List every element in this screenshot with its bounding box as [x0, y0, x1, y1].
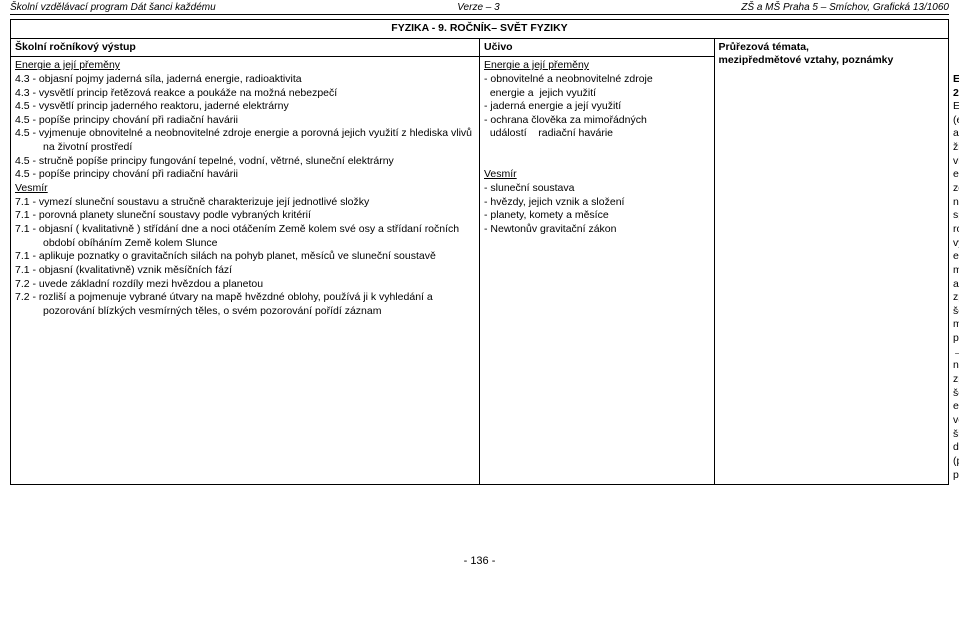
topic-section-energy: Energie a její přeměny: [484, 59, 589, 71]
col-header-cross: Průřezová témata, mezipředmětové vztahy,…: [714, 38, 949, 485]
outcome-line: 4.5 - stručně popíše principy fungování …: [15, 155, 475, 169]
topic-line: - planety, komety a měsíce: [484, 209, 609, 221]
outcome-line: 7.1 - aplikuje poznatky o gravitačních s…: [15, 250, 475, 264]
topic-line: - hvězdy, jejich vznik a složení: [484, 196, 624, 208]
outcome-line: 4.5 - popíše principy chování při radiač…: [15, 168, 475, 182]
topic-line: - sluneční soustava: [484, 182, 574, 194]
topic-line: - obnovitelné a neobnovitelné zdroje: [484, 73, 653, 85]
outcome-line: 4.5 - vysvětlí princip jaderného reaktor…: [15, 100, 475, 114]
topic-section-vesmir: Vesmír: [484, 168, 517, 180]
arrow-icon: →: [953, 346, 959, 358]
col3-line1: Průřezová témata,: [719, 41, 809, 53]
topic-line: - ochrana člověka za mimořádných: [484, 114, 647, 126]
outcome-line: 7.1 - objasní ( kvalitativně ) střídání …: [15, 223, 475, 250]
col-header-output: Školní ročníkový výstup: [11, 38, 480, 57]
outcome-line: 7.2 - rozliší a pojmenuje vybrané útvary…: [15, 291, 475, 318]
outcome-line: 4.3 - vysvětlí princip řetězová reakce a…: [15, 87, 475, 101]
topic-line: energie a jejich využití: [484, 87, 596, 99]
outcome-line: 7.1 - objasní (kvalitativně) vznik měsíč…: [15, 264, 475, 278]
page-number: - 136 -: [10, 555, 949, 567]
outcomes-cell: Energie a její přeměny 4.3 - objasní poj…: [11, 57, 480, 485]
outcome-line: 4.5 - vyjmenuje obnovitelné a neobnovite…: [15, 127, 475, 154]
header-right: ZŠ a MŠ Praha 5 – Smíchov, Grafická 13/1…: [741, 2, 949, 13]
curriculum-table: FYZIKA - 9. ROČNÍK– SVĚT FYZIKY Školní r…: [10, 19, 949, 485]
outcome-line: 7.2 - uvede základní rozdíly mezi hvězdo…: [15, 278, 475, 292]
table-title: FYZIKA - 9. ROČNÍK– SVĚT FYZIKY: [11, 20, 949, 39]
ev2-after: navrhne způsoby šetření energie ve škole…: [953, 359, 959, 480]
topic-line: událostí radiační havárie: [484, 127, 613, 139]
outcome-line: 4.5 - popíše principy chování při radiač…: [15, 114, 475, 128]
col-header-topic: Učivo: [480, 38, 715, 57]
outcome-line: 4.3 - objasní pojmy jaderná síla, jadern…: [15, 73, 475, 87]
topics-cell: Energie a její přeměny - obnovitelné a n…: [480, 57, 715, 485]
col3-line2: mezipředmětové vztahy, poznámky: [719, 54, 894, 66]
topic-line: - Newtonův gravitační zákon: [484, 223, 616, 235]
header-left: Školní vzdělávací program Dát šanci každ…: [10, 2, 216, 13]
ev2-label: EV 2: [953, 73, 959, 99]
section-vesmir: Vesmír: [15, 182, 48, 194]
section-energy: Energie a její přeměny: [15, 59, 120, 71]
page-header: Školní vzdělávací program Dát šanci každ…: [10, 2, 949, 15]
outcome-line: 7.1 - vymezí sluneční soustavu a stručně…: [15, 196, 475, 210]
header-center: Verze – 3: [457, 2, 499, 13]
ev2-text: Energie (energie a život, vliv energetic…: [953, 100, 959, 344]
topic-line: - jaderná energie a její využití: [484, 100, 621, 112]
outcome-line: 7.1 - porovná planety sluneční soustavy …: [15, 209, 475, 223]
